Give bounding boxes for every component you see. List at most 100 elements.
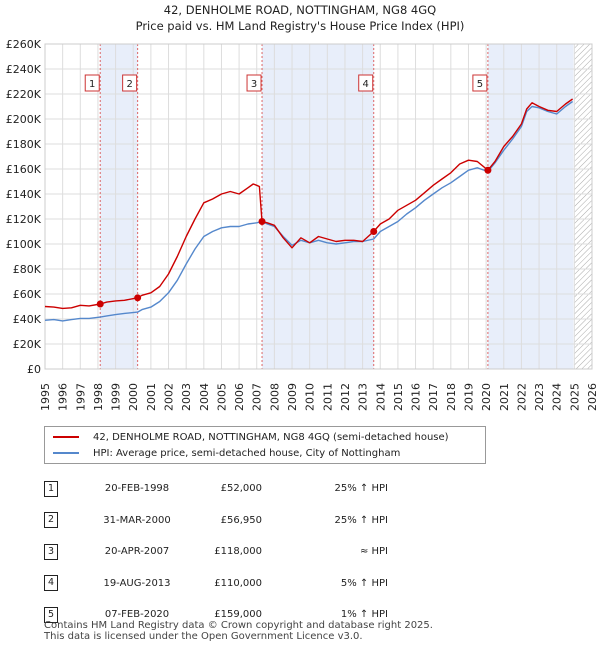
- sale-badge: 3: [44, 543, 58, 560]
- sale-hpi-comparison: 25% ↑ HPI: [334, 514, 388, 526]
- x-tick-label: 2007: [251, 383, 264, 411]
- sale-date: 20-FEB-1998: [104, 483, 170, 495]
- footer-line-licence: This data is licensed under the Open Gov…: [44, 631, 363, 642]
- y-tick-label: £40K: [13, 313, 42, 326]
- sale-point: [370, 228, 378, 235]
- sale-number-label: 1: [89, 79, 95, 90]
- x-tick-label: 1997: [74, 383, 87, 411]
- x-tick-label: 1995: [39, 383, 52, 411]
- x-tick-label: 2021: [498, 383, 511, 411]
- sale-number-box: [84, 74, 100, 92]
- x-tick-label: 2003: [180, 383, 193, 411]
- legend-label-hpi: HPI: Average price, semi-detached house,…: [93, 447, 401, 459]
- chart-legend: 42, DENHOLME ROAD, NOTTINGHAM, NG8 4GQ (…: [44, 426, 486, 464]
- sale-price: £52,000: [220, 483, 262, 495]
- sale-badge: 4: [44, 575, 58, 592]
- y-tick-label: £120K: [6, 213, 42, 226]
- sale-hpi-comparison: 5% ↑ HPI: [340, 577, 388, 589]
- x-tick-label: 2016: [410, 383, 423, 411]
- x-tick-label: 2026: [586, 383, 599, 411]
- legend-swatch-hpi: [53, 452, 79, 454]
- footer-line-copyright: Contains HM Land Registry data © Crown c…: [44, 620, 433, 631]
- x-tick-label: 2023: [533, 383, 546, 411]
- ownership-shade: [100, 44, 138, 369]
- sale-number-box: [358, 74, 374, 92]
- sale-price: £118,000: [214, 546, 262, 558]
- x-tick-label: 2005: [215, 383, 228, 411]
- sale-number-label: 5: [477, 79, 483, 90]
- sale-point: [134, 294, 142, 302]
- x-tick-label: 2000: [127, 383, 140, 411]
- sale-hpi-comparison: 25% ↑ HPI: [334, 483, 388, 495]
- x-tick-label: 2011: [321, 383, 334, 411]
- sale-badge: 2: [44, 512, 58, 529]
- table-row: 1 20-FEB-1998 £52,000 25% ↑ HPI: [44, 473, 388, 505]
- ownership-shade: [262, 44, 374, 369]
- sale-point: [258, 218, 266, 225]
- legend-item-hpi: HPI: Average price, semi-detached house,…: [53, 446, 400, 460]
- x-tick-label: 2004: [198, 383, 211, 411]
- sale-number-label: 3: [251, 79, 257, 90]
- x-tick-label: 2012: [339, 383, 352, 411]
- table-row: 4 19-AUG-2013 £110,000 5% ↑ HPI: [44, 568, 388, 600]
- future-hatch: [574, 44, 592, 369]
- x-tick-label: 2020: [480, 383, 493, 411]
- footer-note: Contains HM Land Registry data © Crown c…: [44, 620, 433, 642]
- sale-date: 31-MAR-2000: [103, 514, 171, 526]
- chart-title: 42, DENHOLME ROAD, NOTTINGHAM, NG8 4GQ: [164, 3, 436, 17]
- table-row: 2 31-MAR-2000 £56,950 25% ↑ HPI: [44, 505, 388, 537]
- sale-point: [484, 166, 492, 174]
- x-tick-label: 2006: [233, 383, 246, 411]
- y-tick-label: £0: [27, 363, 41, 376]
- y-tick-label: £160K: [6, 163, 42, 176]
- sale-hpi-comparison: ≈ HPI: [359, 546, 388, 558]
- x-tick-label: 2008: [268, 383, 281, 411]
- sale-number-label: 4: [363, 79, 369, 90]
- sale-number-label: 2: [126, 79, 132, 90]
- y-tick-label: £220K: [6, 88, 42, 101]
- y-tick-label: £180K: [6, 138, 42, 151]
- sale-badge: 5: [44, 606, 58, 623]
- x-tick-label: 2014: [374, 383, 387, 411]
- sales-table: 1 20-FEB-1998 £52,000 25% ↑ HPI 2 31-MAR…: [44, 473, 388, 631]
- price-chart: 42, DENHOLME ROAD, NOTTINGHAM, NG8 4GQ P…: [6, 3, 599, 411]
- y-tick-label: £60K: [13, 288, 42, 301]
- x-tick-label: 2013: [357, 383, 370, 411]
- sale-price: £56,950: [220, 514, 262, 526]
- y-tick-label: £20K: [13, 338, 42, 351]
- sale-date: 19-AUG-2013: [103, 577, 171, 589]
- x-tick-label: 2024: [551, 383, 564, 411]
- x-tick-label: 2019: [462, 383, 475, 411]
- x-tick-label: 2009: [286, 383, 299, 411]
- y-tick-label: £80K: [13, 263, 42, 276]
- x-tick-label: 2022: [515, 383, 528, 411]
- sale-number-box: [472, 74, 488, 92]
- sale-number-box: [122, 74, 138, 92]
- x-tick-label: 1998: [92, 383, 105, 411]
- x-tick-label: 2018: [445, 383, 458, 411]
- y-tick-label: £100K: [6, 238, 42, 251]
- sale-price: £159,000: [214, 609, 262, 621]
- x-tick-label: 2025: [568, 383, 581, 411]
- y-tick-label: £260K: [6, 38, 42, 51]
- chart-subtitle: Price paid vs. HM Land Registry's House …: [136, 19, 465, 33]
- x-tick-label: 1999: [110, 383, 123, 411]
- sale-date: 20-APR-2007: [104, 546, 170, 558]
- y-tick-label: £200K: [6, 113, 42, 126]
- sale-point: [96, 300, 104, 308]
- legend-label-property: 42, DENHOLME ROAD, NOTTINGHAM, NG8 4GQ (…: [93, 431, 449, 443]
- x-tick-label: 1996: [57, 383, 70, 411]
- legend-item-property: 42, DENHOLME ROAD, NOTTINGHAM, NG8 4GQ (…: [53, 430, 449, 444]
- table-row: 5 07-FEB-2020 £159,000 1% ↑ HPI: [44, 599, 388, 631]
- table-row: 3 20-APR-2007 £118,000 ≈ HPI: [44, 536, 388, 568]
- sale-badge: 1: [44, 480, 58, 497]
- sale-hpi-comparison: 1% ↑ HPI: [340, 609, 388, 621]
- x-tick-label: 2010: [304, 383, 317, 411]
- x-tick-label: 2002: [163, 383, 176, 411]
- sale-price: £110,000: [214, 577, 262, 589]
- sale-date: 07-FEB-2020: [104, 609, 170, 621]
- legend-swatch-property: [53, 436, 79, 438]
- y-tick-label: £140K: [6, 188, 42, 201]
- x-tick-label: 2001: [145, 383, 158, 411]
- y-tick-label: £240K: [6, 63, 42, 76]
